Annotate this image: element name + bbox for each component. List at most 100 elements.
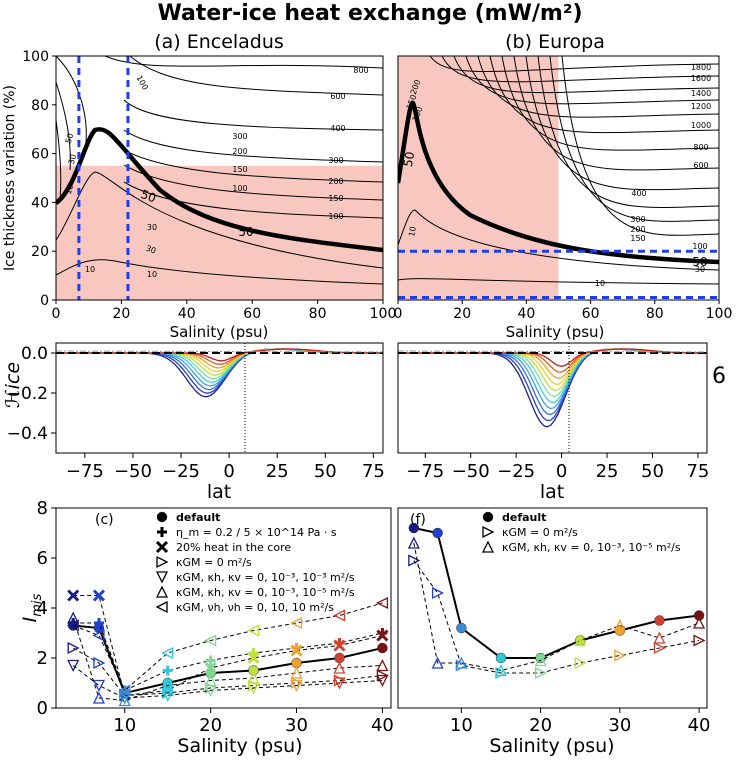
data-point xyxy=(431,586,445,600)
y-tick-label: 0.0 xyxy=(21,344,48,364)
x-tick-label: 20 xyxy=(529,715,552,736)
data-point xyxy=(407,536,420,549)
contour-line-7 xyxy=(513,56,719,171)
contour-line-11 xyxy=(561,56,719,236)
data-point xyxy=(93,656,106,670)
contour-line-3 xyxy=(123,129,383,163)
panel-c-imis: 10 20 30 40 0 2 4 6 8 (c) default η_m = 0.2 / 5 ×… xyxy=(19,498,394,757)
contour-line-1 xyxy=(441,56,719,83)
x-tick-label: 40 xyxy=(178,306,196,322)
contour-label: 30 xyxy=(67,153,78,165)
x-tick-label: 0 xyxy=(223,461,234,482)
data-point xyxy=(333,661,346,674)
contour-line-13 xyxy=(398,209,719,271)
data-point xyxy=(495,652,507,664)
contour-label: 150 xyxy=(630,234,645,243)
y-tick-label: 6 xyxy=(37,548,48,569)
panel-c-lines xyxy=(66,589,389,707)
x-tick-label: 50 xyxy=(314,461,337,482)
panel-a-shaded-region xyxy=(56,165,383,300)
x-tick-label: 30 xyxy=(285,715,308,736)
panel-c-xlabel: Salinity (psu) xyxy=(177,735,302,757)
x-tick-label: 60 xyxy=(243,306,261,322)
data-point xyxy=(456,622,467,634)
contour-label: 600 xyxy=(330,92,345,101)
contour-label: 800 xyxy=(353,66,368,75)
legend-entry: κGM, νh, νh = 0, 10, 10 m²/s xyxy=(176,601,334,614)
y-tick-label: −0.2 xyxy=(7,384,48,404)
contour-line-0 xyxy=(429,56,719,73)
x-tick-label: 25 xyxy=(266,461,289,482)
y-tick-label: 20 xyxy=(31,244,49,260)
contour-label: 30 xyxy=(695,265,705,274)
data-point xyxy=(118,694,131,707)
data-point xyxy=(432,527,443,539)
contour-label: 150 xyxy=(232,165,247,174)
data-point xyxy=(376,629,389,642)
figure-title: Water-ice heat exchange (mW/m²) xyxy=(157,1,582,26)
data-point xyxy=(376,674,389,687)
contour-label: 30 xyxy=(145,244,158,256)
contour-line-5 xyxy=(489,56,719,134)
contour-line-9 xyxy=(56,259,383,285)
contour-label: 10 xyxy=(147,270,157,279)
contour-line-2 xyxy=(123,99,383,131)
legend-marker xyxy=(156,555,169,569)
legend-marker xyxy=(155,571,169,584)
contour-line-14 xyxy=(398,278,719,285)
legend-entry: default xyxy=(502,511,546,524)
data-point xyxy=(408,554,421,567)
contour-label: 10 xyxy=(85,265,95,274)
y-tick-label: 2 xyxy=(37,648,48,669)
contour-label: 1800 xyxy=(691,63,711,72)
contour-label: 10 xyxy=(407,226,418,238)
panel-a-frame xyxy=(55,55,384,301)
hice-series-line xyxy=(398,348,707,367)
data-point xyxy=(653,631,666,644)
x-tick-label: 30 xyxy=(608,715,631,736)
y-tick-label: 4 xyxy=(37,598,48,619)
data-point xyxy=(204,634,217,647)
data-point xyxy=(290,644,303,657)
data-point xyxy=(291,657,302,669)
contour-label: 50 xyxy=(238,225,253,239)
x-tick-label: 80 xyxy=(646,306,664,322)
data-point xyxy=(66,619,79,632)
contour-label: 300 xyxy=(328,156,343,165)
panel-b-ticks: 0 20 40 60 80 100 xyxy=(394,300,732,322)
data-point xyxy=(118,684,131,697)
data-point xyxy=(455,656,468,669)
data-point xyxy=(67,589,80,602)
panel-f-top-edge-glyph: 6 xyxy=(712,364,726,389)
contour-label: 50 xyxy=(139,187,158,205)
data-point xyxy=(290,616,303,630)
x-tick-label: −75 xyxy=(406,461,444,482)
panel-f-label: (f) xyxy=(410,512,426,528)
y-tick-label: 60 xyxy=(31,147,49,163)
data-point xyxy=(654,615,665,626)
y-tick-label: 100 xyxy=(22,49,49,65)
data-point xyxy=(653,641,666,655)
data-point xyxy=(247,671,260,684)
data-point xyxy=(431,656,444,669)
hice-series-line xyxy=(398,348,707,428)
panel-c-ylabel: Imis xyxy=(19,593,45,622)
contour-label: 200 xyxy=(328,177,343,186)
contour-line-7 xyxy=(56,127,383,253)
panel-c-top-ticks: −75 −50 −25 0 25 50 75 0.0 −0.2 −0.4 xyxy=(7,344,385,482)
data-point xyxy=(333,677,346,690)
panel-f-xlabel: Salinity (psu) xyxy=(489,735,614,757)
panel-c-top-xlabel: lat xyxy=(207,481,231,503)
data-point xyxy=(162,665,173,676)
panel-b-title: (b) Europa xyxy=(505,31,605,53)
panel-c-legend: default η_m = 0.2 / 5 × 10^14 Pa · s 20% h… xyxy=(155,511,355,614)
data-point xyxy=(333,639,346,652)
data-point xyxy=(613,619,626,632)
contour-line-4 xyxy=(123,149,383,183)
y-tick-label: 80 xyxy=(31,98,49,114)
legend-marker xyxy=(155,585,169,598)
series-line-3 xyxy=(72,647,383,697)
x-tick-label: 40 xyxy=(517,306,535,322)
hice-series-line xyxy=(56,348,383,398)
legend-marker xyxy=(155,600,168,614)
